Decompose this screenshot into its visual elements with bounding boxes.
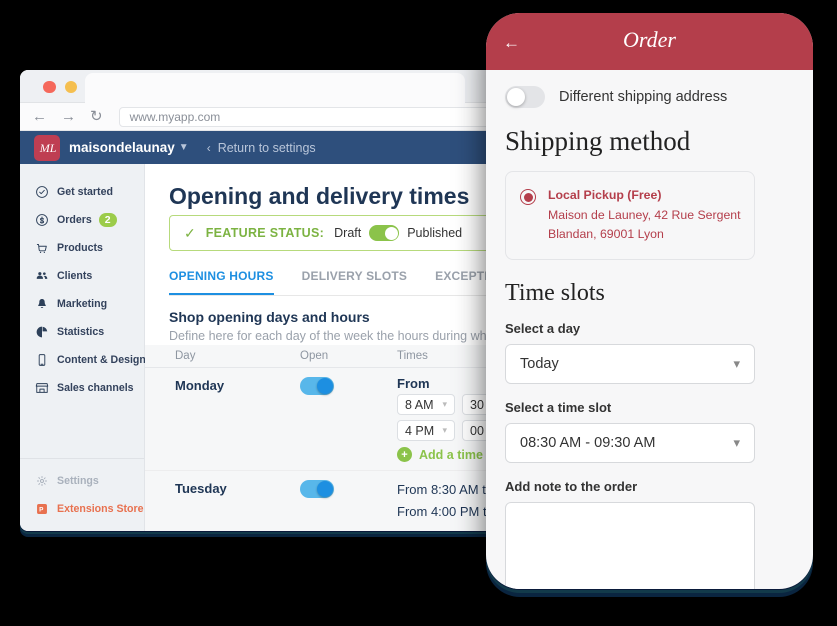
svg-text:M‍L: M‍L — [39, 141, 56, 155]
svg-text:P: P — [39, 507, 44, 514]
